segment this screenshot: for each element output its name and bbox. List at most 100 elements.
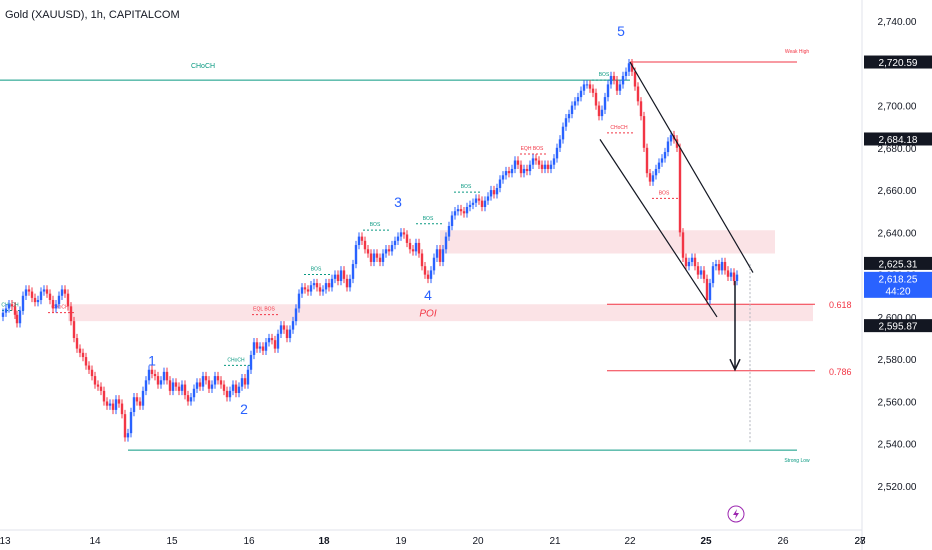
candle-body: [4, 308, 8, 313]
structure-break-label: BOS: [599, 72, 610, 78]
x-tick-label: 18: [318, 536, 330, 547]
candle-body: [537, 160, 541, 165]
candle-body: [516, 160, 520, 165]
candle-body: [717, 264, 721, 271]
candle-body: [252, 342, 256, 355]
candle-body: [642, 116, 646, 148]
structure-break-label: CHoCH: [610, 125, 628, 131]
candle-body: [612, 75, 616, 81]
candle-body: [156, 376, 160, 385]
candle-body: [279, 325, 283, 334]
candle-body: [471, 202, 475, 205]
candle-body: [222, 384, 226, 391]
candle-body: [429, 270, 433, 279]
candle-body: [678, 147, 682, 233]
x-tick-label: 22: [624, 536, 636, 547]
candle-body: [186, 395, 190, 402]
candle-body: [255, 342, 259, 349]
price-label-box: [864, 132, 932, 146]
candle-body: [69, 306, 73, 322]
candle-body: [60, 289, 64, 296]
candle-body: [384, 249, 388, 254]
candle-body: [564, 118, 568, 127]
candle-body: [417, 242, 421, 254]
candle-body: [726, 270, 730, 277]
price-label-value: 2,595.87: [879, 322, 918, 333]
candle-body: [291, 321, 295, 330]
wave-label: 3: [394, 194, 402, 210]
candle-body: [267, 338, 271, 343]
candle-body: [621, 75, 625, 85]
candle-body: [711, 266, 715, 284]
candle-body: [309, 285, 313, 292]
candle-body: [648, 173, 652, 182]
candle-body: [366, 249, 370, 254]
candle-body: [81, 352, 85, 358]
price-label-value: 2,720.59: [879, 58, 918, 69]
candle-body: [729, 272, 733, 277]
candle-body: [144, 380, 148, 391]
candle-body: [63, 289, 67, 294]
candle-body: [345, 278, 349, 288]
candle-body: [342, 270, 346, 279]
candle-body: [177, 386, 181, 391]
candle-body: [75, 338, 79, 349]
candle-body: [552, 158, 556, 165]
candle-body: [492, 190, 496, 195]
candle-body: [378, 257, 382, 262]
candle-body: [609, 75, 613, 85]
price-label-box: [864, 55, 932, 69]
candle-body: [297, 293, 301, 309]
x-tick-label: 19: [395, 536, 407, 547]
candle-body: [315, 283, 319, 288]
candle-body: [240, 378, 244, 387]
candle-body: [204, 376, 208, 381]
candle-body: [114, 399, 118, 410]
candle-body: [105, 401, 109, 406]
candle-body: [447, 226, 451, 237]
candle-body: [567, 114, 571, 119]
candle-body: [183, 384, 187, 396]
candle-body: [132, 397, 136, 413]
price-label-box: [864, 319, 932, 333]
candle-body: [462, 211, 466, 214]
candle-body: [87, 365, 91, 370]
x-tick-label: 28: [854, 536, 866, 547]
candle-body: [330, 278, 334, 288]
structure-break-label: BOS: [461, 184, 472, 190]
candle-body: [207, 380, 211, 389]
candle-body: [363, 240, 367, 250]
candle-body: [273, 340, 277, 349]
candle-body: [276, 333, 280, 349]
candle-body: [93, 376, 97, 385]
projection-arrowhead: [729, 358, 741, 372]
candle-body: [18, 310, 22, 324]
candle-body: [84, 357, 88, 366]
candle-body: [375, 253, 379, 258]
candle-body: [153, 373, 157, 377]
candle-body: [348, 278, 352, 288]
price-label-box: [864, 256, 932, 270]
y-tick-label: 2,600.00: [878, 313, 917, 324]
candle-body: [264, 342, 268, 351]
candle-body: [510, 168, 514, 174]
candle-body: [702, 270, 706, 279]
candle-body: [501, 175, 505, 180]
candle-body: [684, 257, 688, 267]
candle-body: [213, 376, 217, 385]
y-tick-label: 2,740.00: [878, 17, 917, 28]
candle-body: [234, 384, 238, 393]
candle-body: [111, 403, 115, 410]
candle-body: [444, 236, 448, 250]
candles: [1, 59, 739, 442]
candle-body: [42, 289, 46, 292]
candle-body: [555, 147, 559, 159]
candle-body: [108, 403, 112, 406]
candle-body: [174, 382, 178, 387]
poi-zone: [440, 230, 775, 254]
candle-body: [585, 84, 589, 86]
candle-body: [513, 160, 517, 169]
candle-body: [117, 399, 121, 404]
